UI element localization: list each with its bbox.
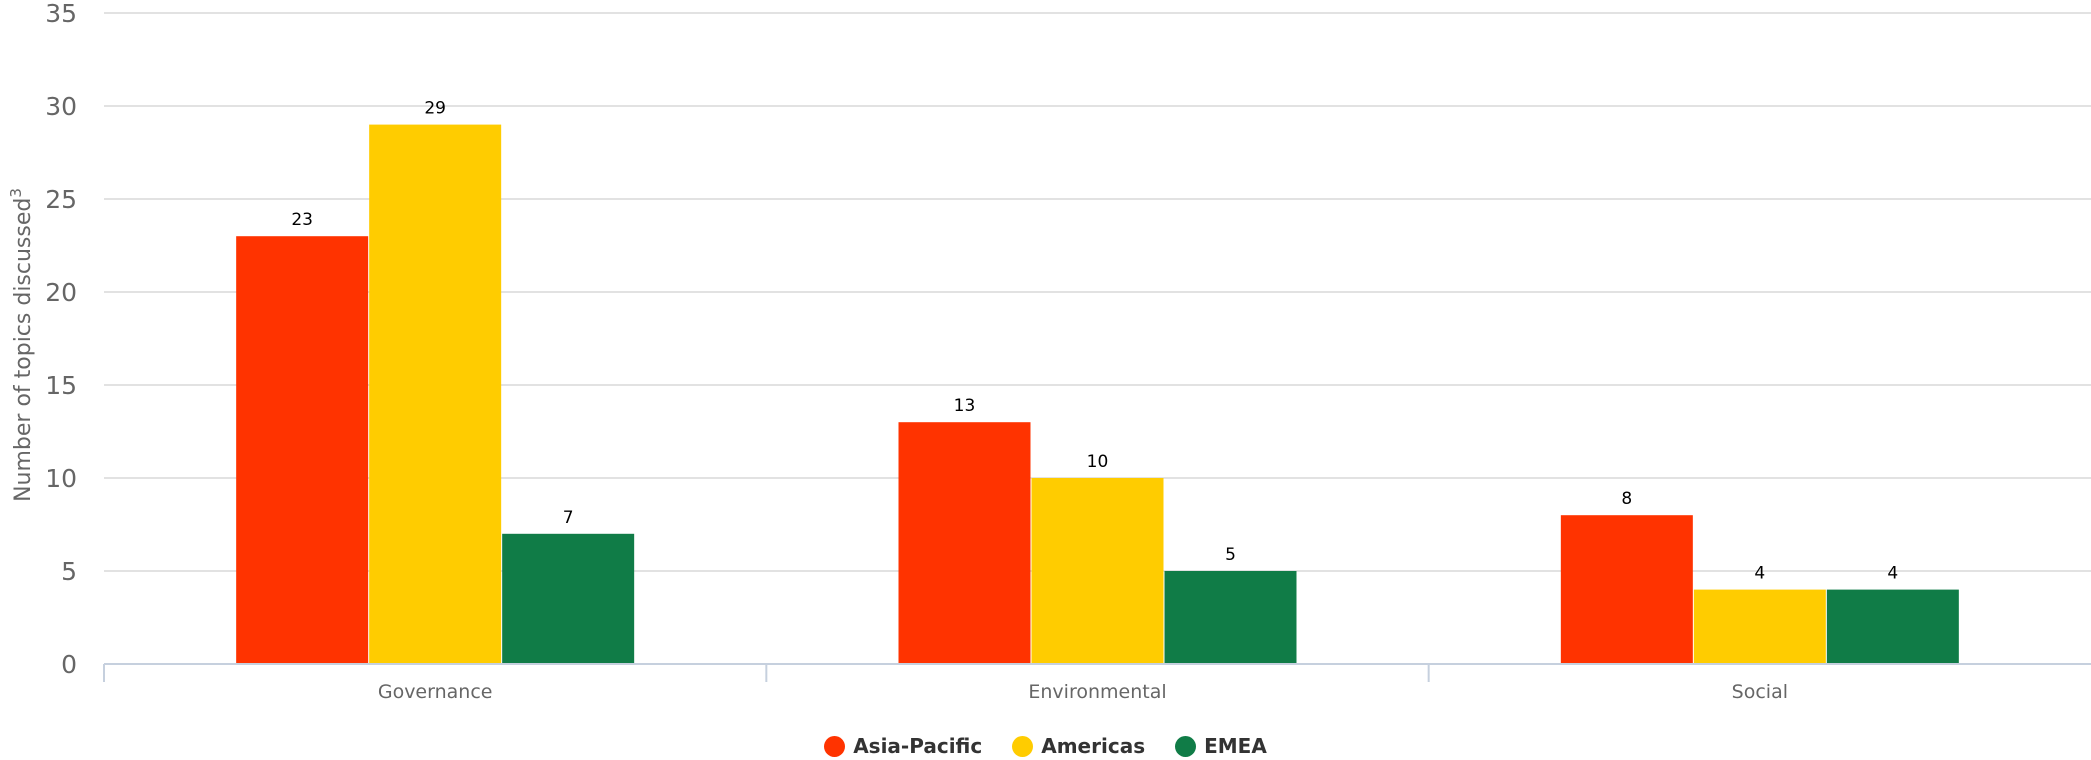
y-axis-label: Number of topics discussed3 xyxy=(7,188,36,502)
data-label: 4 xyxy=(1887,564,1898,584)
bar-chart: 0 5 10 15 20 25 30 35 23 29 7 13 10 5 8 4 4 Governance E… xyxy=(7,0,2091,703)
bar xyxy=(502,533,635,664)
bar xyxy=(898,422,1031,664)
y-tick-label: 10 xyxy=(45,464,77,493)
x-tick-label: Governance xyxy=(378,681,493,703)
data-label: 10 xyxy=(1087,452,1109,472)
data-label: 7 xyxy=(563,508,574,528)
x-tick-label: Social xyxy=(1732,681,1788,703)
bar xyxy=(1164,571,1297,664)
legend-label: EMEA xyxy=(1204,734,1267,758)
y-tick-label: 20 xyxy=(45,278,77,307)
y-tick-label: 0 xyxy=(61,650,77,679)
legend-label: Asia-Pacific xyxy=(853,734,983,758)
data-label: 23 xyxy=(291,210,313,230)
legend-marker-icon xyxy=(1175,735,1197,757)
legend-marker-icon xyxy=(824,735,846,757)
legend-label: Americas xyxy=(1041,734,1146,758)
bar xyxy=(1693,589,1826,664)
data-label: 4 xyxy=(1754,564,1765,584)
y-axis-label-text: Number of topics discussed xyxy=(11,198,36,502)
y-axis-label-superscript: 3 xyxy=(7,188,25,198)
bar xyxy=(236,236,369,664)
bars xyxy=(236,124,1959,665)
bar xyxy=(1031,478,1164,664)
data-labels: 23 29 7 13 10 5 8 4 4 xyxy=(291,99,1898,584)
data-label: 13 xyxy=(954,396,976,416)
y-tick-label: 30 xyxy=(45,92,77,121)
x-tick-label: Environmental xyxy=(1028,681,1166,703)
bar xyxy=(369,124,502,665)
data-label: 8 xyxy=(1621,489,1632,509)
legend-item[interactable]: EMEA xyxy=(1175,734,1267,758)
y-tick-label: 25 xyxy=(45,185,77,214)
bar xyxy=(1826,589,1959,664)
y-axis-ticks: 0 5 10 15 20 25 30 35 xyxy=(45,0,77,679)
legend-item[interactable]: Americas xyxy=(1012,734,1145,758)
x-axis: Governance Environmental Social xyxy=(103,663,2091,703)
y-tick-label: 15 xyxy=(45,371,77,400)
legend-item[interactable]: Asia-Pacific xyxy=(824,734,982,758)
bar xyxy=(1560,515,1693,664)
data-label: 5 xyxy=(1225,545,1236,565)
y-tick-label: 5 xyxy=(61,557,77,586)
legend: Asia-Pacific Americas EMEA xyxy=(0,734,2091,758)
y-tick-label: 35 xyxy=(45,0,77,28)
legend-marker-icon xyxy=(1012,735,1034,757)
data-label: 29 xyxy=(424,99,446,119)
